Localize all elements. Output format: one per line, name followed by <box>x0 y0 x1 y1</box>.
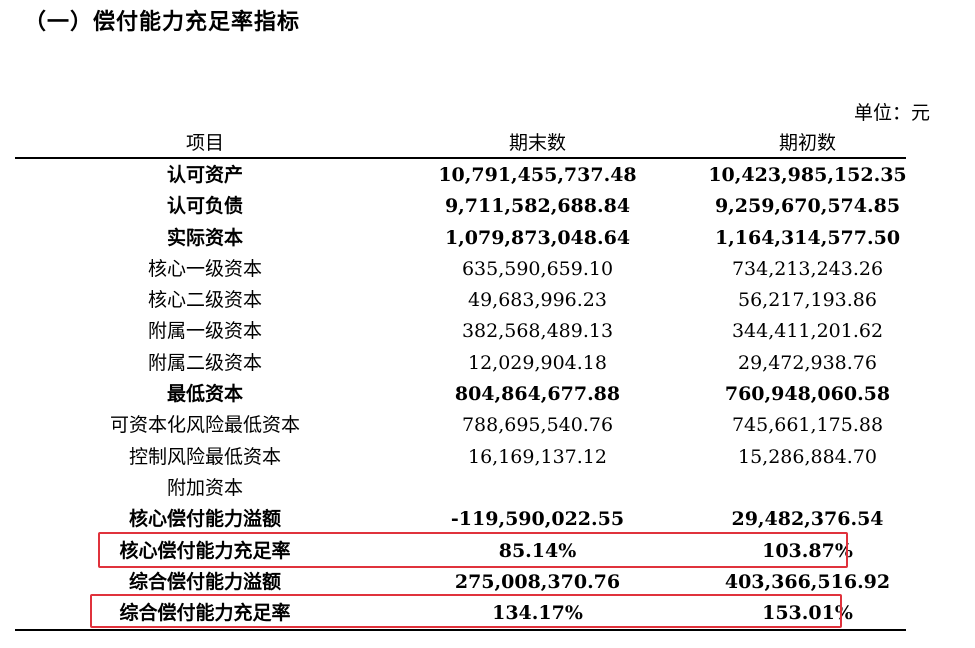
row-end-value: 49,683,996.23 <box>467 289 607 312</box>
row-begin-value: 29,482,376.54 <box>731 508 884 531</box>
table-row: 综合偿付能力溢额 275,008,370.76 403,366,516.92 <box>15 567 905 598</box>
row-end-value: 16,169,137.12 <box>467 445 607 468</box>
row-begin-value: 734,213,243.26 <box>731 257 884 280</box>
header-begin: 期初数 <box>778 132 836 154</box>
row-item: 认可负债 <box>166 195 243 218</box>
solvency-table: 认可资产 10,791,455,737.48 10,423,985,152.35… <box>15 160 907 629</box>
core-solvency-ratio-highlight <box>98 532 848 568</box>
row-item: 可资本化风险最低资本 <box>109 414 300 437</box>
comprehensive-solvency-ratio-highlight <box>90 594 842 628</box>
row-end-value: 788,695,540.76 <box>461 414 614 437</box>
row-item: 认可资产 <box>166 164 243 186</box>
header-end: 期末数 <box>508 132 566 154</box>
table-row: 核心偿付能力溢额 -119,590,022.55 29,482,376.54 <box>15 504 905 535</box>
row-end-value: 1,079,873,048.64 <box>444 226 631 249</box>
table-header: 项目 期末数 期初数 <box>15 128 905 156</box>
row-item: 综合偿付能力溢额 <box>128 570 281 593</box>
row-item: 附属二级资本 <box>147 351 262 374</box>
row-item: 核心二级资本 <box>147 289 262 312</box>
row-begin-value: 15,286,884.70 <box>737 445 877 468</box>
table-bottom-rule <box>15 629 906 631</box>
unit-label: 单位：元 <box>853 102 930 124</box>
row-item: 附属一级资本 <box>147 320 262 343</box>
row-begin-value: 56,217,193.86 <box>737 289 877 312</box>
row-end-value: 10,791,455,737.48 <box>438 164 637 186</box>
row-end-value: 804,864,677.88 <box>454 383 621 406</box>
row-end-value: 134.17% <box>492 602 583 625</box>
table-row: 核心偿付能力充足率 85.14% 103.87% <box>15 536 905 567</box>
row-begin-value: 29,472,938.76 <box>737 351 877 374</box>
row-begin-value: 403,366,516.92 <box>724 570 891 593</box>
row-begin-value: 9,259,670,574.85 <box>714 195 901 218</box>
row-begin-value: 10,423,985,152.35 <box>708 164 907 186</box>
row-begin-value: 153.01% <box>762 602 853 625</box>
row-item: 综合偿付能力充足率 <box>119 602 291 625</box>
row-end-value: 382,568,489.13 <box>461 320 614 343</box>
table-row: 附加资本 <box>15 473 905 504</box>
row-end-value: 9,711,582,688.84 <box>444 195 631 218</box>
row-item: 实际资本 <box>166 226 243 249</box>
row-begin-value: 745,661,175.88 <box>731 414 884 437</box>
table-row: 认可资产 10,791,455,737.48 10,423,985,152.35 <box>15 160 907 191</box>
row-end-value: 275,008,370.76 <box>454 570 621 593</box>
table-row: 实际资本 1,079,873,048.64 1,164,314,577.50 <box>15 223 905 254</box>
row-end-value: -119,590,022.55 <box>450 508 625 531</box>
row-item: 最低资本 <box>166 383 243 406</box>
header-item: 项目 <box>185 132 224 154</box>
table-row: 控制风险最低资本 16,169,137.12 15,286,884.70 <box>15 442 905 473</box>
table-row: 可资本化风险最低资本 788,695,540.76 745,661,175.88 <box>15 410 905 441</box>
table-row: 认可负债 9,711,582,688.84 9,259,670,574.85 <box>15 191 905 222</box>
section-title: （一）偿付能力充足率指标 <box>24 10 301 35</box>
row-item: 核心偿付能力充足率 <box>119 539 291 562</box>
table-row: 核心二级资本 49,683,996.23 56,217,193.86 <box>15 285 905 316</box>
row-end-value: 85.14% <box>498 539 577 562</box>
row-item: 核心一级资本 <box>147 257 262 280</box>
row-item: 控制风险最低资本 <box>128 445 281 468</box>
row-item: 附加资本 <box>166 476 243 499</box>
row-begin-value: 103.87% <box>762 539 853 562</box>
row-item: 核心偿付能力溢额 <box>128 508 281 531</box>
table-row: 附属二级资本 12,029,904.18 29,472,938.76 <box>15 348 905 379</box>
table-row: 最低资本 804,864,677.88 760,948,060.58 <box>15 379 905 410</box>
row-begin-value: 344,411,201.62 <box>731 320 884 343</box>
row-end-value: 12,029,904.18 <box>467 351 607 374</box>
table-row: 综合偿付能力充足率 134.17% 153.01% <box>15 598 905 629</box>
row-begin-value: 1,164,314,577.50 <box>714 226 901 249</box>
row-end-value: 635,590,659.10 <box>461 257 614 280</box>
table-row: 核心一级资本 635,590,659.10 734,213,243.26 <box>15 254 905 285</box>
table-row: 附属一级资本 382,568,489.13 344,411,201.62 <box>15 316 905 347</box>
table-top-rule <box>15 157 906 159</box>
row-begin-value: 760,948,060.58 <box>724 383 891 406</box>
